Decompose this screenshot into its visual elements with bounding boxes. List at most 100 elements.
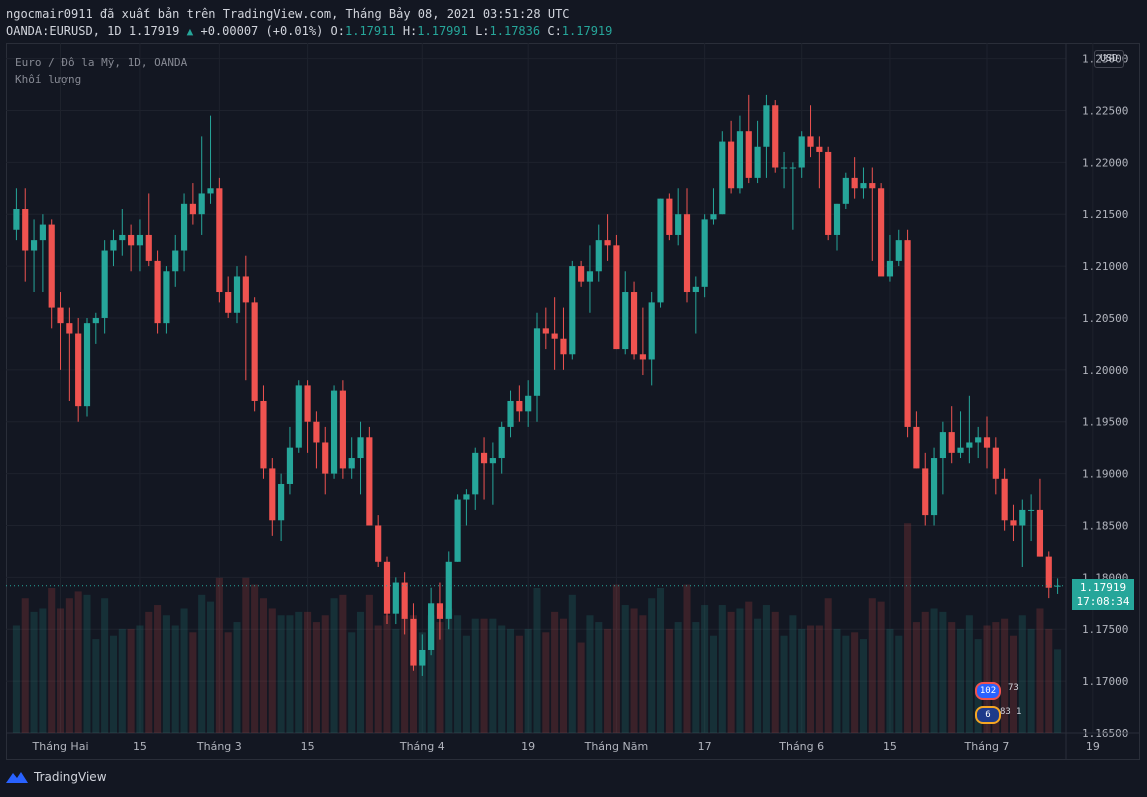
candle-body bbox=[763, 105, 770, 147]
candle-body bbox=[57, 307, 64, 324]
candle-body bbox=[401, 582, 408, 619]
volume-bar bbox=[895, 635, 903, 733]
volume-bar bbox=[762, 605, 770, 733]
candle-body bbox=[48, 224, 55, 308]
high-value: 1.17991 bbox=[417, 24, 468, 38]
candle-body bbox=[719, 141, 726, 215]
candle-body bbox=[560, 338, 567, 355]
candle-body bbox=[648, 302, 655, 360]
volume-bar bbox=[842, 635, 850, 733]
candle-body bbox=[154, 260, 161, 324]
volume-legend: Khối lượng bbox=[15, 73, 82, 86]
candle-body bbox=[251, 302, 258, 401]
x-tick-label: 19 bbox=[1086, 740, 1100, 753]
candle-body bbox=[163, 271, 170, 324]
volume-bar bbox=[162, 615, 170, 733]
candle-body bbox=[878, 188, 885, 277]
volume-bar bbox=[92, 639, 100, 733]
candle-body bbox=[463, 494, 470, 500]
candle-body bbox=[710, 214, 717, 220]
candle-body bbox=[260, 400, 267, 469]
candle-body bbox=[745, 131, 752, 178]
y-tick-label: 1.18500 bbox=[1082, 519, 1128, 532]
candle-body bbox=[472, 452, 479, 495]
candle-body bbox=[930, 458, 938, 516]
volume-bar bbox=[1045, 628, 1053, 733]
volume-bar bbox=[718, 605, 726, 733]
x-tick-label: 15 bbox=[301, 740, 315, 753]
close-label: C: bbox=[547, 24, 562, 38]
volume-bar bbox=[365, 594, 373, 733]
candle-body bbox=[1045, 556, 1052, 588]
eu-flag-event-icon[interactable]: 6 bbox=[975, 706, 1001, 724]
y-tick-label: 1.21000 bbox=[1082, 260, 1128, 273]
y-tick-label: 1.22000 bbox=[1082, 156, 1128, 169]
candle-body bbox=[992, 447, 999, 479]
last-price-tag: 1.17919 17:08:34 bbox=[1072, 579, 1134, 610]
volume-bar bbox=[877, 601, 885, 733]
candle-body bbox=[419, 649, 426, 666]
candle-body bbox=[754, 146, 761, 178]
x-tick-label: Tháng Hai bbox=[32, 740, 89, 753]
candle-body bbox=[675, 214, 682, 235]
volume-bar bbox=[348, 632, 356, 733]
candle-body bbox=[286, 447, 294, 484]
volume-bar bbox=[295, 611, 303, 733]
candle-body bbox=[1028, 509, 1035, 511]
candle-body bbox=[180, 203, 188, 251]
candle-body bbox=[860, 183, 867, 189]
candle-body bbox=[886, 260, 894, 277]
volume-bar bbox=[524, 628, 532, 733]
currency-button[interactable]: USD bbox=[1094, 50, 1124, 68]
candle-body bbox=[83, 323, 91, 407]
candle-body bbox=[330, 390, 338, 474]
volume-bar bbox=[798, 628, 806, 733]
volume-bar bbox=[259, 598, 267, 733]
candle-body bbox=[939, 432, 946, 459]
volume-bar bbox=[136, 625, 144, 733]
x-tick-label: Tháng 3 bbox=[196, 740, 242, 753]
candle-body bbox=[128, 234, 135, 246]
volume-bar bbox=[180, 608, 188, 733]
candle-body bbox=[1019, 509, 1026, 526]
volume-bar bbox=[1001, 618, 1009, 733]
x-tick-label: 19 bbox=[521, 740, 535, 753]
volume-bar bbox=[12, 625, 20, 733]
volume-bar bbox=[418, 632, 426, 733]
candle-body bbox=[39, 224, 46, 241]
volume-bar bbox=[65, 598, 73, 733]
eu-event-count: 6 bbox=[985, 710, 991, 720]
candle-body bbox=[92, 317, 99, 324]
y-tick-label: 1.19500 bbox=[1082, 416, 1128, 429]
ohlc-readout: OANDA:EURUSD, 1D 1.17919 ▲ +0.00007 (+0.… bbox=[6, 24, 612, 38]
candle-body bbox=[216, 188, 223, 293]
change-value: +0.00007 (+0.01%) bbox=[200, 24, 324, 38]
candle-body bbox=[542, 328, 549, 334]
candle-body bbox=[489, 458, 496, 464]
us-flag-event-icon[interactable]: 102 bbox=[975, 682, 1001, 700]
candle-body bbox=[375, 525, 382, 562]
candle-body bbox=[225, 292, 232, 313]
volume-bar bbox=[745, 601, 753, 733]
candle-body bbox=[789, 167, 796, 169]
candle-body bbox=[454, 499, 461, 562]
candle-body bbox=[233, 276, 241, 313]
volume-bar bbox=[551, 611, 559, 733]
chart-pane[interactable] bbox=[6, 43, 1140, 760]
volume-bar bbox=[330, 598, 338, 733]
price-chart[interactable]: 1.23000 1.22500 1.22000 1.21500 1.21000 1.205… bbox=[6, 43, 1140, 760]
volume-bar bbox=[198, 594, 206, 733]
y-tick-label: 1.20000 bbox=[1082, 364, 1128, 377]
volume-bar bbox=[374, 625, 382, 733]
volume-bar bbox=[427, 615, 435, 733]
volume-bar bbox=[992, 622, 1000, 733]
candle-body bbox=[295, 385, 302, 448]
us-event-count: 102 bbox=[979, 686, 997, 696]
footer-brand[interactable]: TradingView bbox=[6, 770, 107, 784]
volume-bar bbox=[815, 625, 823, 733]
volume-bar bbox=[948, 622, 956, 733]
candle-body bbox=[507, 400, 514, 427]
candle-body bbox=[1036, 509, 1044, 557]
candle-body bbox=[1054, 585, 1061, 587]
volume-bar bbox=[639, 615, 647, 733]
